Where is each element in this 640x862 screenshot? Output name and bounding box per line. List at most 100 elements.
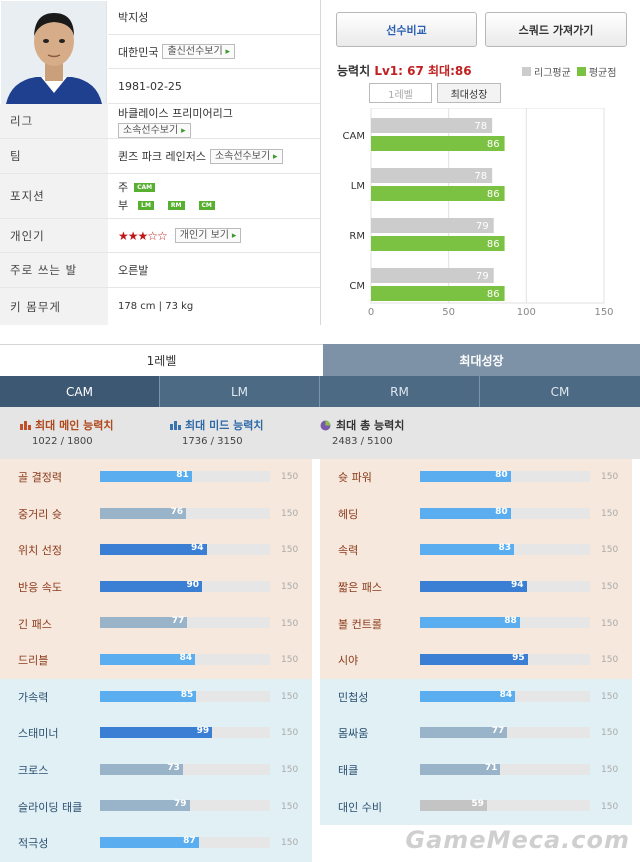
- stat-track: 95: [420, 653, 590, 665]
- tab-position-cm[interactable]: CM: [550, 384, 570, 399]
- chart-tick-label: 0: [368, 307, 374, 318]
- team-players-button[interactable]: 소속선수보기: [209, 148, 283, 164]
- watermark: GameMeca.com: [405, 826, 630, 854]
- stat-max: 150: [601, 691, 619, 702]
- compare-button[interactable]: 선수비교: [336, 12, 477, 47]
- stat-label: 슛 파워: [338, 471, 372, 485]
- chart-tick-label: 100: [517, 307, 536, 318]
- sub-position-label: 부: [118, 199, 129, 212]
- tab-position-cam[interactable]: CAM: [0, 376, 160, 407]
- chart-category-label: CAM: [343, 131, 365, 142]
- stat-max: 150: [601, 765, 619, 776]
- take-squad-button[interactable]: 스쿼드 가져가기: [485, 12, 627, 47]
- legend-avg-swatch: [522, 67, 531, 76]
- row-position: 포지션 주 CAM 부 LM RM CM: [0, 174, 320, 219]
- stat-track: 88: [420, 616, 590, 629]
- summary-bar: 최대 메인 능력치 1022 / 1800 최대 미드 능력치 1736 / 3…: [0, 407, 640, 459]
- stat-label: 대인 수비: [338, 800, 382, 814]
- stat-row: 중거리 슛 76 150: [0, 495, 312, 533]
- stat-row: 가속력 85 150: [0, 678, 312, 716]
- tab-position-rm[interactable]: RM: [320, 376, 480, 407]
- stat-bar: 80: [420, 470, 511, 482]
- stat-label: 골 결정력: [18, 471, 62, 485]
- sub-position-badge: LM: [138, 200, 154, 210]
- stat-bar: 81: [100, 470, 192, 482]
- stat-bar: 77: [420, 726, 508, 739]
- chart-bar: [371, 268, 494, 283]
- stat-value: 77: [491, 726, 505, 737]
- player-body: 178 cm | 73 kg: [118, 301, 194, 312]
- lv1-toggle[interactable]: 1레벨: [369, 83, 432, 103]
- stat-value: 80: [495, 506, 508, 517]
- stat-max: 150: [281, 582, 299, 593]
- skill-view-button[interactable]: 개인기 보기: [174, 228, 242, 243]
- stat-max: 150: [281, 655, 299, 666]
- tab-position-lm[interactable]: LM: [160, 376, 320, 407]
- growth-tabs: 1레벨 최대성장: [0, 344, 640, 376]
- stat-row: 짧은 패스 94 150: [320, 568, 632, 606]
- league-label: 리그: [0, 104, 108, 138]
- stat-max: 150: [601, 801, 619, 812]
- stat-bar: 80: [420, 506, 511, 519]
- stat-row: 적극성 87 150: [0, 825, 312, 862]
- sub-position-line: 부 LM RM CM: [118, 196, 316, 214]
- summary-total: 최대 총 능력치 2483 / 5100: [320, 417, 404, 447]
- stat-track: 79: [100, 799, 270, 812]
- league-players-button[interactable]: 소속선수보기: [118, 122, 191, 138]
- row-body: 키 몸무게 178 cm | 73 kg: [0, 288, 320, 325]
- stat-max: 150: [281, 472, 299, 483]
- stat-row: 골 결정력 81 150: [0, 459, 312, 496]
- stat-label: 시야: [338, 654, 359, 668]
- stat-row: 슬라이딩 태클 79 150: [0, 788, 312, 825]
- row-popularity: 개인기 ★★★☆☆ 개인기 보기: [0, 219, 320, 253]
- stat-value: 71: [484, 762, 498, 773]
- stat-max: 150: [281, 508, 299, 519]
- legend-mine-swatch: [576, 67, 586, 76]
- stat-value: 83: [498, 543, 512, 554]
- max-growth-toggle[interactable]: 최대성장: [437, 83, 501, 103]
- stat-label: 태클: [338, 764, 359, 778]
- stat-row: 드리블 84 150: [0, 642, 312, 679]
- stat-label: 몸싸움: [338, 727, 369, 741]
- chart-bar: [371, 218, 494, 233]
- tab-max-growth[interactable]: 최대성장: [323, 344, 640, 376]
- player-name: 박지성: [118, 11, 149, 24]
- stat-label: 드리블: [18, 654, 49, 668]
- stat-value: 90: [186, 579, 199, 590]
- stat-max: 150: [281, 618, 299, 629]
- tab-lv1[interactable]: 1레벨: [0, 344, 323, 376]
- stat-value: 87: [183, 836, 196, 846]
- stat-label: 가속력: [18, 690, 49, 704]
- ability-prefix: 능력치: [337, 64, 371, 78]
- summary-mid: 최대 미드 능력치 1736 / 3150: [170, 417, 264, 447]
- stat-track: 84: [420, 690, 590, 702]
- chart-bar: [371, 236, 505, 251]
- stat-label: 속력: [338, 544, 359, 558]
- stat-label: 긴 패스: [18, 617, 52, 631]
- stat-bar: 83: [420, 543, 515, 556]
- stat-max: 150: [281, 545, 299, 556]
- stat-value: 59: [471, 799, 484, 810]
- stat-track: 77: [420, 726, 590, 739]
- stat-row: 민첩성 84 150: [320, 678, 632, 716]
- chart-data-label: 86: [487, 239, 500, 250]
- chart-bar: [371, 186, 505, 201]
- stat-track: 80: [420, 506, 590, 519]
- row-foot: 주로 쓰는 발 오른발: [0, 253, 320, 288]
- nation-players-button[interactable]: 출신선수보기: [162, 44, 236, 59]
- stat-bar: 71: [420, 762, 501, 775]
- row-league: 리그 바클레이스 프리미어리그 소속선수보기: [0, 104, 320, 139]
- stat-label: 반응 속도: [18, 581, 62, 595]
- stat-bar: 87: [100, 836, 199, 848]
- chart-data-label: 79: [476, 221, 489, 232]
- stat-bar: 73: [100, 763, 183, 775]
- stat-value: 81: [176, 470, 189, 480]
- row-nation: 대한민국 출신선수보기: [108, 35, 320, 69]
- stat-row: 위치 선정 94 150: [0, 532, 312, 569]
- stat-track: 80: [420, 470, 590, 482]
- chart-legend: 리그평균 평균점: [522, 64, 616, 79]
- stat-value: 76: [170, 506, 184, 517]
- pie-chart-icon: [320, 420, 331, 430]
- bar-chart-icon: [170, 421, 181, 430]
